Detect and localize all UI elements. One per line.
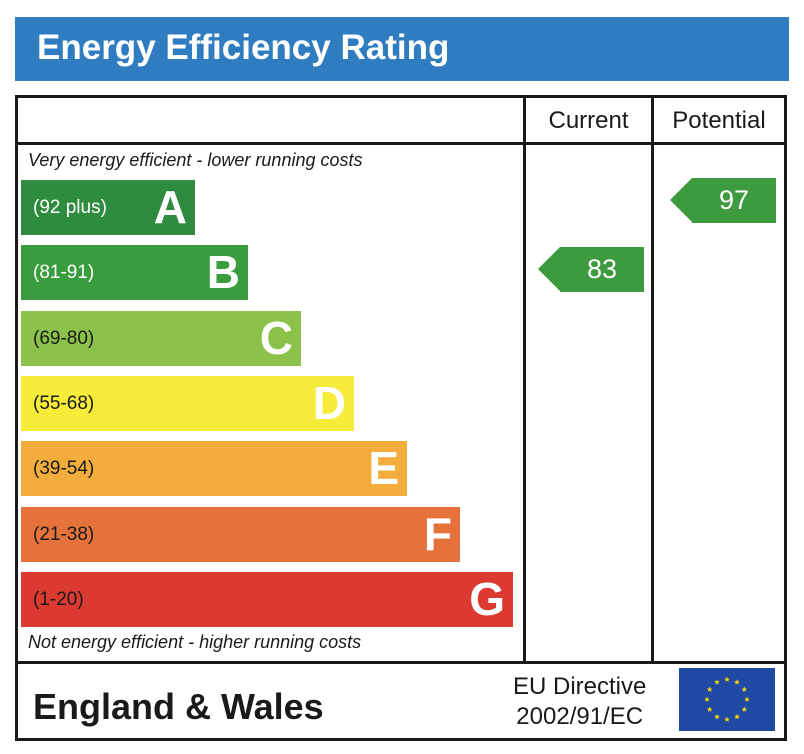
potential-column-header: Potential bbox=[672, 107, 766, 134]
current-column-divider bbox=[523, 98, 526, 661]
band-b-range: (81-91) bbox=[33, 262, 95, 284]
eu-star bbox=[741, 686, 748, 692]
header-row-divider bbox=[18, 142, 784, 145]
directive-line-1: EU Directive bbox=[513, 673, 647, 700]
band-g: (1-20) G bbox=[21, 571, 513, 627]
eu-star bbox=[714, 679, 720, 685]
eu-star bbox=[734, 679, 740, 685]
band-c: (69-80) C bbox=[21, 310, 301, 366]
eu-directive: EU Directive 2002/91/EC bbox=[513, 672, 646, 732]
chart-title: Energy Efficiency Rating bbox=[37, 28, 450, 67]
eu-star bbox=[734, 713, 740, 720]
eu-star bbox=[714, 713, 720, 720]
eu-stars-icon bbox=[704, 676, 750, 722]
band-g-range: (1-20) bbox=[33, 588, 84, 610]
current-rating-arrow: 83 bbox=[538, 247, 644, 293]
band-a-range: (92 plus) bbox=[33, 197, 107, 218]
footer-row-divider bbox=[18, 661, 784, 664]
header-bar: Energy Efficiency Rating bbox=[15, 17, 789, 81]
band-e-range: (39-54) bbox=[33, 458, 95, 480]
current-rating-value: 83 bbox=[560, 247, 644, 293]
eu-flag-icon bbox=[679, 668, 775, 731]
band-a: (92 plus) A bbox=[21, 180, 195, 235]
eu-star bbox=[706, 706, 713, 712]
band-c-letter: C bbox=[259, 311, 293, 364]
band-b-letter: B bbox=[206, 246, 240, 299]
band-f-letter: F bbox=[423, 507, 452, 560]
potential-column-divider bbox=[651, 98, 654, 661]
rating-table: Current Potential Very energy efficient … bbox=[15, 95, 787, 741]
band-e-letter: E bbox=[368, 442, 399, 495]
band-d-letter: D bbox=[312, 376, 346, 429]
band-g-letter: G bbox=[469, 572, 505, 625]
band-b: (81-91) B bbox=[21, 245, 248, 301]
region-label: England & Wales bbox=[33, 686, 324, 727]
eu-star bbox=[741, 706, 748, 712]
current-arrow-point bbox=[538, 247, 560, 292]
current-column-header: Current bbox=[548, 107, 629, 134]
band-f-range: (21-38) bbox=[33, 523, 95, 545]
potential-rating-value: 97 bbox=[692, 177, 776, 223]
bottom-caption: Not energy efficient - higher running co… bbox=[28, 632, 362, 652]
directive-line-2: 2002/91/EC bbox=[516, 703, 644, 730]
eu-star bbox=[704, 696, 710, 702]
eu-star bbox=[724, 716, 730, 722]
eu-star bbox=[706, 686, 713, 692]
eu-star bbox=[744, 696, 750, 702]
potential-rating-arrow: 97 bbox=[670, 177, 776, 223]
band-f: (21-38) F bbox=[21, 506, 460, 562]
band-e: (39-54) E bbox=[21, 441, 407, 497]
top-caption: Very energy efficient - lower running co… bbox=[28, 150, 363, 170]
potential-arrow-point bbox=[670, 177, 692, 222]
band-c-range: (69-80) bbox=[33, 327, 95, 349]
eu-star bbox=[724, 676, 730, 682]
band-d: (55-68) D bbox=[21, 375, 354, 431]
band-a-letter: A bbox=[153, 181, 187, 233]
band-d-range: (55-68) bbox=[33, 392, 95, 414]
